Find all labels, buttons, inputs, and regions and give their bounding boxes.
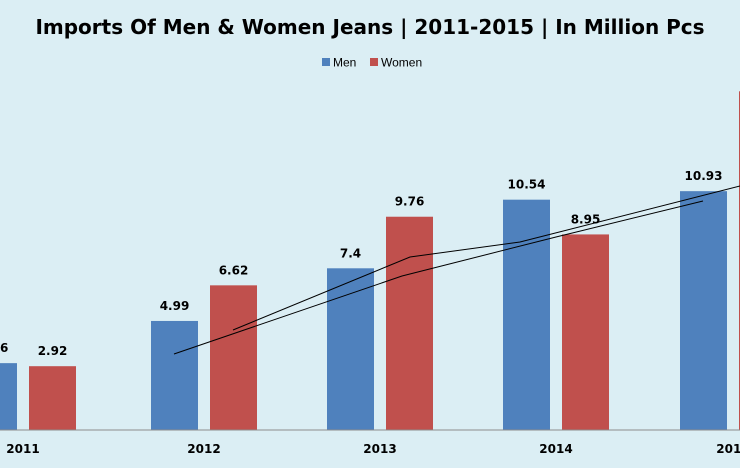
data-label-men-2013: 7.4 — [340, 246, 361, 260]
data-label-women-2012: 6.62 — [219, 263, 249, 277]
bar-men-2012 — [151, 320, 198, 430]
bar-men-2015 — [680, 191, 727, 430]
x-tick-label-2013: 2013 — [363, 442, 396, 456]
data-label-women-2014: 8.95 — [571, 212, 601, 226]
legend: Men Women — [322, 56, 422, 70]
x-tick-label-2015: 2015 — [716, 442, 740, 456]
chart-title: Imports Of Men & Women Jeans | 2011-2015… — [35, 15, 704, 39]
bar-women-2011 — [29, 366, 76, 430]
data-label-men-2015: 10.93 — [685, 169, 723, 183]
bar-women-2014 — [562, 234, 609, 430]
trendlines — [173, 185, 740, 355]
x-tick-label-2012: 2012 — [187, 442, 220, 456]
bar-men-2014 — [503, 199, 550, 430]
bar-women-2013 — [386, 216, 433, 430]
bar-women-2012 — [210, 285, 257, 430]
data-label-men-2012: 4.99 — [160, 299, 190, 313]
legend-label-women: Women — [381, 56, 422, 70]
legend-swatch-men — [322, 58, 330, 66]
x-axis-ticks: 2011 2012 2013 2014 2015 — [6, 442, 740, 456]
data-labels: 3.06 2.92 4.99 6.62 7.4 9.76 10.54 8.95 10.93 — [0, 169, 722, 358]
legend-label-men: Men — [333, 56, 356, 70]
x-tick-label-2014: 2014 — [539, 442, 572, 456]
trendline-women — [232, 185, 740, 331]
legend-swatch-women — [370, 58, 378, 66]
trendline-men — [173, 200, 704, 355]
data-label-women-2011: 2.92 — [38, 344, 68, 358]
bar-men-2013 — [327, 268, 374, 430]
bar-men-2011 — [0, 363, 17, 430]
bars — [0, 91, 740, 430]
data-label-men-2011: 3.06 — [0, 341, 8, 355]
x-tick-label-2011: 2011 — [6, 442, 39, 456]
data-label-women-2013: 9.76 — [395, 195, 425, 209]
data-label-men-2014: 10.54 — [508, 178, 546, 192]
